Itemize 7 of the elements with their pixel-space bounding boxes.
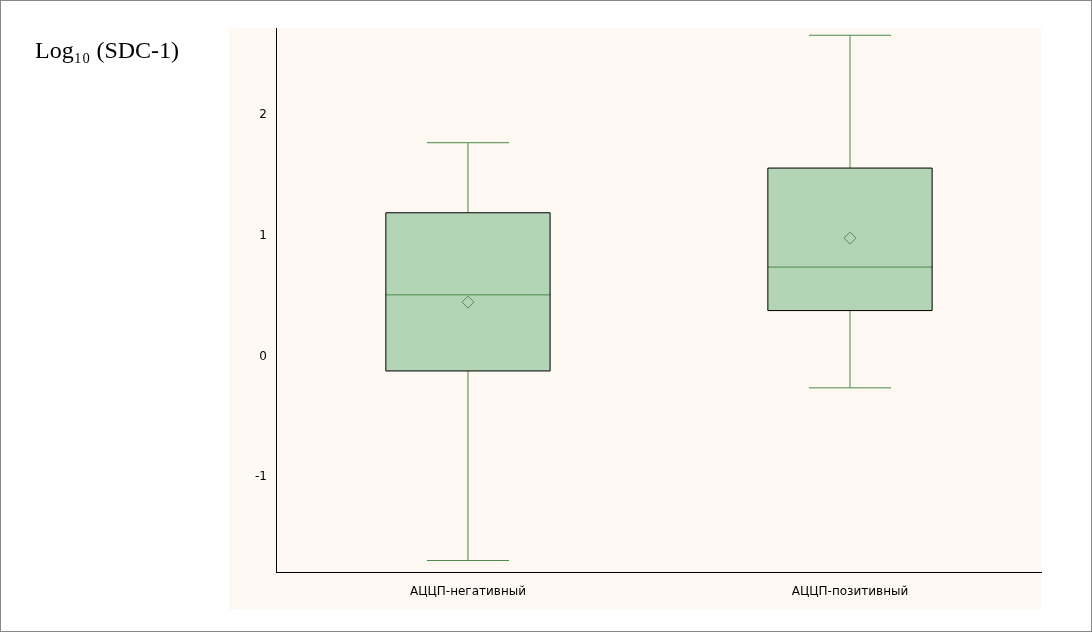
y-tick-label: 2	[259, 107, 267, 122]
x-tick-label: АЦЦП-негативный	[409, 583, 526, 598]
x-tick-label: АЦЦП-позитивный	[791, 583, 909, 598]
y-axis-title: Log₁₀ (SDC-1)	[35, 37, 180, 64]
y-tick-label: 1	[259, 227, 267, 242]
y-tick-label: 0	[259, 348, 267, 363]
y-tick-label: -1	[255, 469, 267, 484]
